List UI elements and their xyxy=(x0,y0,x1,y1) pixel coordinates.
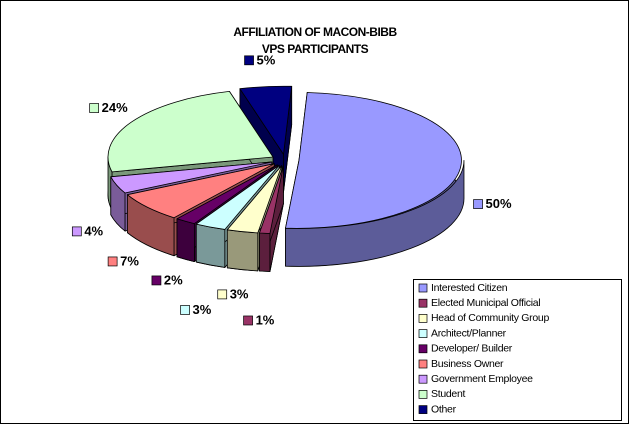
legend-label: Student xyxy=(431,388,465,400)
value-label: 50% xyxy=(486,196,512,211)
slice-side xyxy=(195,223,226,268)
slice-top xyxy=(259,165,284,234)
value-label-swatch xyxy=(151,275,162,286)
value-label: 5% xyxy=(257,52,276,67)
slice-side xyxy=(176,218,195,262)
legend-box xyxy=(413,279,622,421)
value-label: 3% xyxy=(230,286,249,301)
legend-label: Developer/ Builder xyxy=(431,343,513,355)
legend-swatch xyxy=(418,374,428,384)
slice-side xyxy=(285,159,465,267)
slice-side xyxy=(259,232,271,272)
value-label: 7% xyxy=(120,253,139,268)
slice-top xyxy=(127,163,275,219)
slice-top xyxy=(226,165,283,234)
slice-top xyxy=(107,91,274,173)
legend-label: Architect/Planner xyxy=(431,327,507,339)
slice-top xyxy=(176,164,278,225)
legend-swatch xyxy=(418,390,428,399)
legend-swatch xyxy=(418,344,428,354)
pie-slice xyxy=(259,165,284,272)
value-label-swatch xyxy=(180,305,190,315)
value-label-swatch xyxy=(473,199,483,209)
legend-swatch xyxy=(418,405,428,414)
slice-top xyxy=(195,164,280,230)
chart-title: VPS PARTICIPANTS xyxy=(262,42,369,56)
chart-title: AFFILIATION OF MACON-BIBB xyxy=(233,25,397,39)
slice-top xyxy=(239,85,293,155)
value-label-swatch xyxy=(243,315,253,326)
slice-top xyxy=(110,161,273,194)
legend-label: Head of Community Group xyxy=(431,312,549,324)
value-label: 24% xyxy=(102,100,128,115)
value-label: 3% xyxy=(193,302,212,317)
value-label: 2% xyxy=(164,272,183,287)
legend-label: Elected Municipal Official xyxy=(431,297,540,309)
legend-swatch xyxy=(418,298,428,308)
legend-label: Interested Citizen xyxy=(431,282,508,294)
value-label-swatch xyxy=(71,226,82,237)
legend-label: Other xyxy=(431,403,457,415)
value-label-swatch xyxy=(107,256,118,267)
legend-swatch xyxy=(418,283,428,293)
legend-label: Government Employee xyxy=(431,373,533,385)
legend-swatch xyxy=(418,329,428,338)
value-label-swatch xyxy=(217,289,228,300)
value-label: 1% xyxy=(256,312,275,327)
slice-side xyxy=(226,229,259,272)
slice-top xyxy=(285,92,462,229)
legend-swatch xyxy=(418,359,428,369)
legend-label: Business Owner xyxy=(431,358,504,370)
pie-slice xyxy=(285,92,465,267)
legend-swatch xyxy=(418,314,428,323)
value-label-swatch xyxy=(244,55,254,66)
value-label: 4% xyxy=(84,223,103,238)
value-label-swatch xyxy=(89,103,100,113)
